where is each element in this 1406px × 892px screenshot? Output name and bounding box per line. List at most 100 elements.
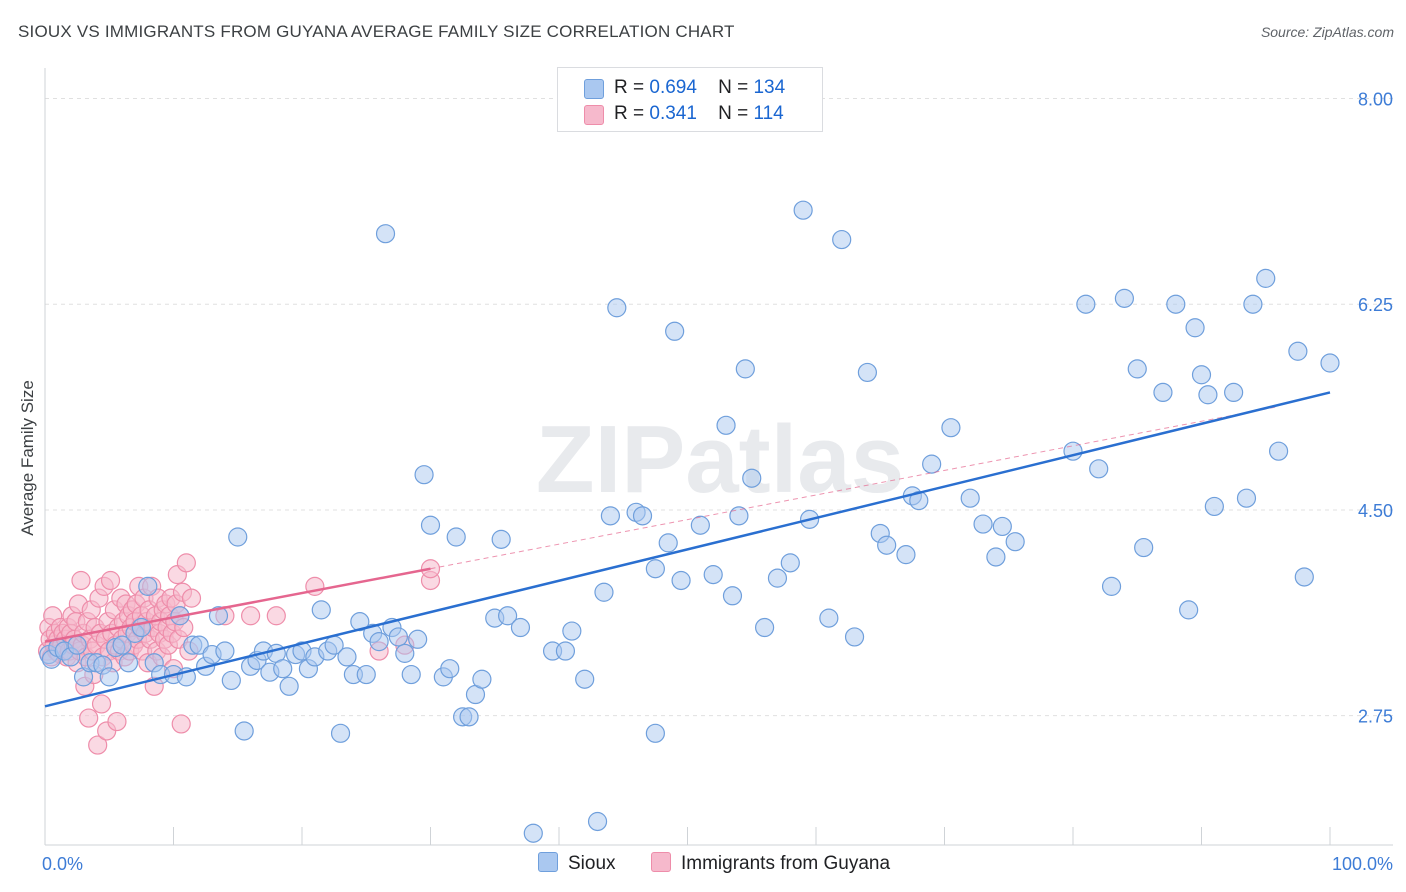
sioux-point [986,547,1006,567]
x-tick-label-left: 0.0% [42,854,83,874]
sioux-point [658,533,678,553]
correlation-legend: R = 0.694 N = 134 R = 0.341 N = 114 [557,67,823,132]
sioux-point [857,362,878,383]
sioux-point [1198,385,1218,405]
bottom-legend-label-guyana: Immigrants from Guyana [681,853,891,874]
y-tick-label: 2.75 [1358,707,1393,727]
guyana-point [266,606,286,626]
sioux-point [1204,496,1224,517]
sioux-point [1166,294,1186,314]
sioux-point [228,527,248,547]
sioux-point [780,553,800,573]
sioux-point [1089,459,1109,479]
legend-n-value: 114 [753,103,784,124]
sioux-point [665,321,685,341]
y-tick-label: 4.50 [1358,501,1393,521]
sioux-point [645,723,665,743]
legend-swatch-sioux [584,79,604,99]
guyana-point [171,714,191,734]
legend-swatch-guyana [584,105,604,125]
guyana-point [100,570,121,591]
sioux-point [645,559,665,579]
y-tick-label: 6.25 [1358,295,1393,315]
sioux-point [716,415,736,435]
sioux-point [729,506,749,526]
sioux-point [562,621,582,641]
guyana-point [181,588,202,608]
sioux-point [587,811,608,832]
sioux-point [388,627,408,647]
y-tick-labels: 2.75 4.50 6.25 8.00 [1358,90,1393,727]
sioux-point [767,568,788,588]
legend-n-label: N = [718,103,749,124]
sioux-point [279,676,299,696]
sioux-point [1005,532,1025,552]
sioux-point [735,359,755,379]
legend-r-label: R = [614,103,645,124]
sioux-point [1236,488,1257,508]
sioux-point [1191,365,1212,385]
sioux-point [832,229,852,250]
bottom-legend-label-sioux: Sioux [568,853,616,874]
sioux-point [1127,359,1147,379]
sioux-point [877,535,897,555]
guyana-point [88,735,108,755]
sioux-point [408,629,428,649]
legend-r-value: 0.694 [649,77,697,98]
guyana-point [71,570,91,591]
sioux-point [189,635,209,655]
sioux-point [99,667,119,687]
legend-n-value: 134 [753,77,786,98]
sioux-point [973,514,993,534]
sioux-point [112,635,132,655]
legend-r-value: 0.341 [649,103,697,124]
sioux-point [414,465,434,485]
guyana-point [107,711,127,732]
sioux-point [555,641,576,661]
sioux-point [844,627,865,647]
sioux-point [375,224,396,244]
sioux-point [793,200,813,220]
sioux-point [1224,382,1244,403]
sioux-point [819,608,839,628]
guyana-point [91,694,112,714]
bottom-legend-guyana: Immigrants from Guyana [651,852,890,875]
sioux-point [138,576,158,596]
sioux-point [632,506,653,526]
sioux-point [1243,294,1263,314]
sioux-point [960,488,980,508]
sioux-point [600,506,621,526]
y-axis-label: Average Family Size [18,380,37,536]
guyana-point [79,708,99,728]
sioux-point [491,529,511,549]
sioux-point [594,582,614,602]
sioux-point [401,664,421,685]
sioux-point [440,659,460,679]
sioux-point [754,617,775,638]
sioux-point [118,653,139,673]
sioux-point [472,669,492,689]
guyana-trend-line [44,567,431,643]
sioux-point [941,418,961,438]
sioux-point [498,606,518,626]
sioux-point [722,586,743,606]
series-sioux [39,200,1340,843]
sioux-point [1294,567,1314,587]
sioux-point [215,641,235,661]
sioux-point [671,570,691,591]
bottom-legend-sioux: Sioux [538,852,616,875]
sioux-point [311,600,331,620]
sioux-point [446,527,466,547]
sioux-point [1153,382,1173,403]
sioux-point [742,468,762,488]
sioux-point [208,606,229,626]
sioux-point [221,670,241,691]
sioux-point [273,659,293,679]
sioux-point [330,723,351,743]
sioux-point [459,707,479,727]
sioux-point [1256,268,1276,288]
sioux-point [67,635,87,655]
sioux-point [1268,441,1289,461]
sioux-point [1185,318,1205,338]
sioux-point [1320,353,1340,373]
